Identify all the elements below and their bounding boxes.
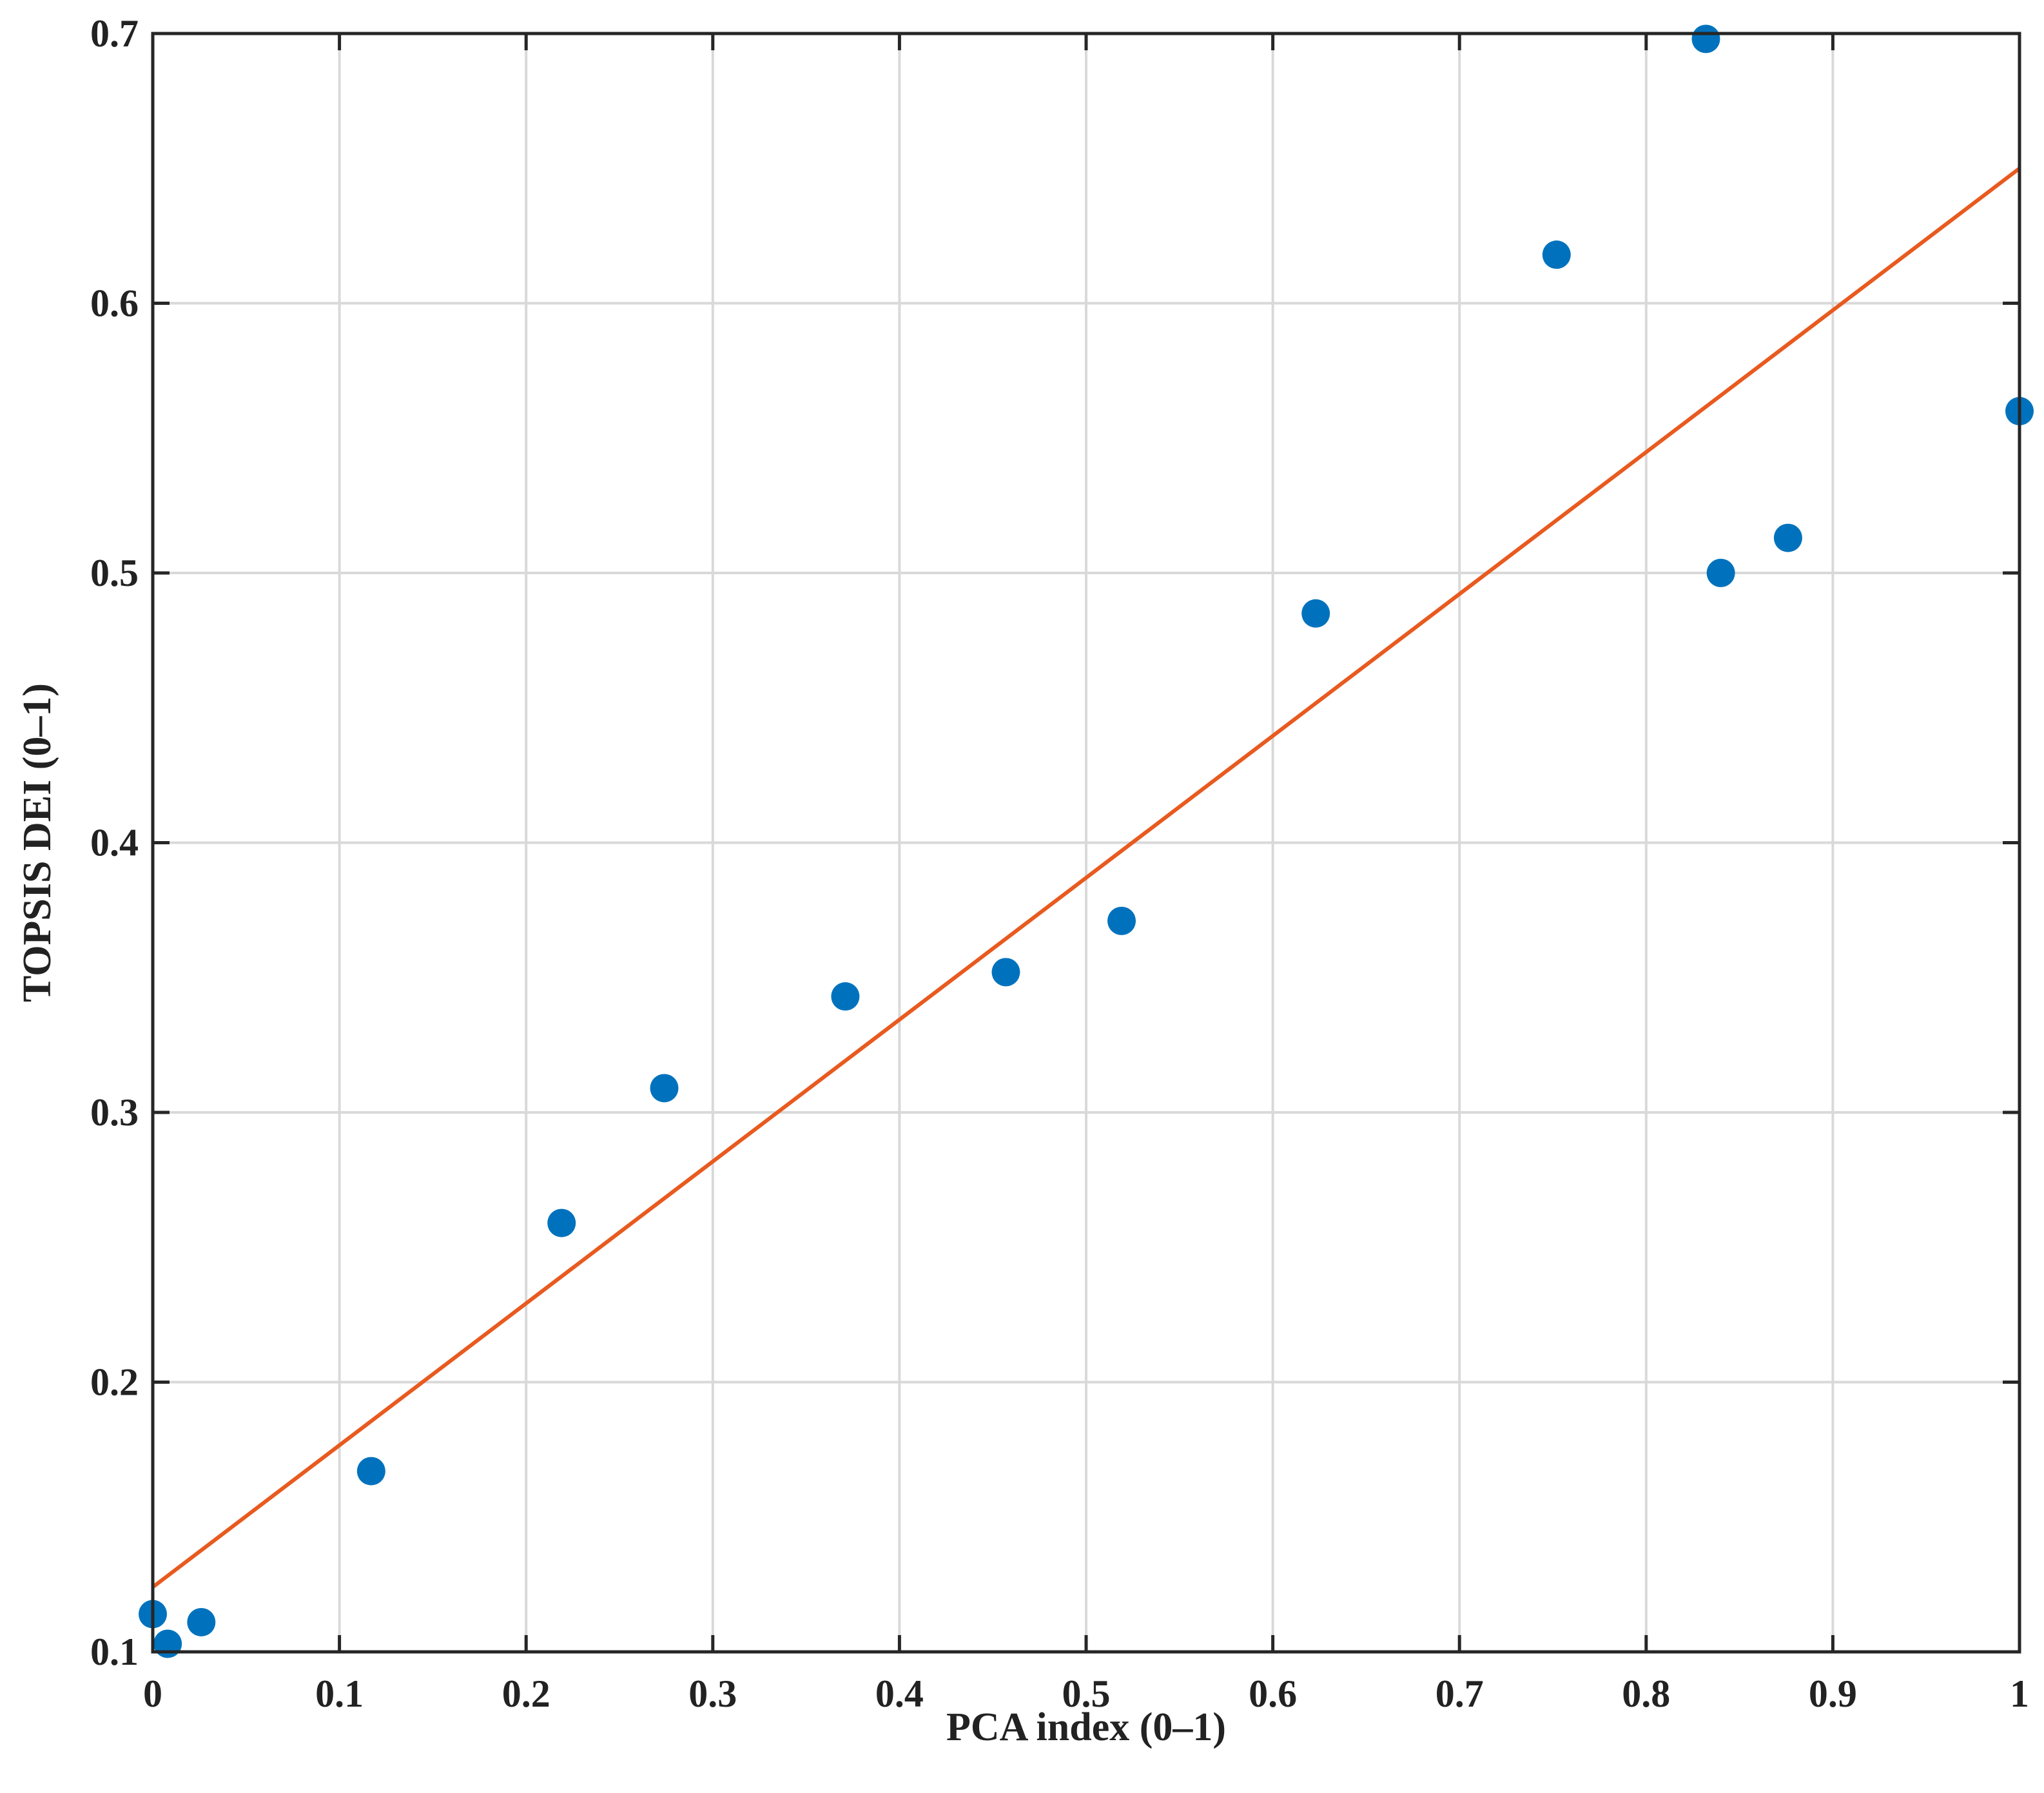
y-tick-label: 0.6 (90, 282, 139, 325)
scatter-point (356, 1457, 385, 1486)
trend-line (151, 166, 2021, 1589)
x-tick-label: 1 (2010, 1672, 2029, 1715)
scatter-point (1691, 24, 1720, 53)
scatter-point (187, 1607, 216, 1636)
x-axis-label: PCA index (0–1) (946, 1705, 1226, 1749)
scatter-point (547, 1208, 576, 1237)
x-tick-label: 0.8 (1622, 1672, 1670, 1715)
scatter-point (1773, 523, 1802, 552)
scatter-point (991, 958, 1020, 987)
y-tick-label: 0.2 (90, 1361, 139, 1404)
scatter-point (1542, 240, 1571, 269)
scatter-point (1706, 559, 1735, 587)
y-tick-label: 0.5 (90, 552, 139, 594)
scatter-point (650, 1074, 679, 1103)
y-tick-label: 0.1 (90, 1631, 139, 1673)
scatter-point (831, 982, 860, 1011)
x-tick-label: 0.7 (1436, 1672, 1484, 1715)
scatter-point (153, 1629, 182, 1658)
scatter-point (1107, 906, 1136, 935)
x-tick-label: 0.2 (502, 1672, 550, 1715)
x-tick-label: 0 (143, 1672, 162, 1715)
plot-frame (151, 32, 2021, 1654)
x-tick-label: 0.3 (688, 1672, 737, 1715)
scatter-point (1301, 599, 1330, 628)
y-tick-label: 0.3 (90, 1091, 139, 1134)
tick-labels: 0 0.1 0.2 0.3 0.4 0.5 0.6 0.7 0.8 0.9 10.10.20.30.… (90, 12, 2029, 1715)
y-axis-label: TOPSIS DEI (0–1) (15, 683, 59, 1002)
x-tick-label: 0.4 (875, 1672, 924, 1715)
y-tick-label: 0.7 (90, 12, 139, 55)
x-tick-label: 0.9 (1809, 1672, 1857, 1715)
x-tick-label: 0.1 (315, 1672, 364, 1715)
x-tick-label: 0.5 (1062, 1672, 1111, 1715)
y-tick-label: 0.4 (90, 822, 139, 864)
x-tick-label: 0.6 (1249, 1672, 1297, 1715)
